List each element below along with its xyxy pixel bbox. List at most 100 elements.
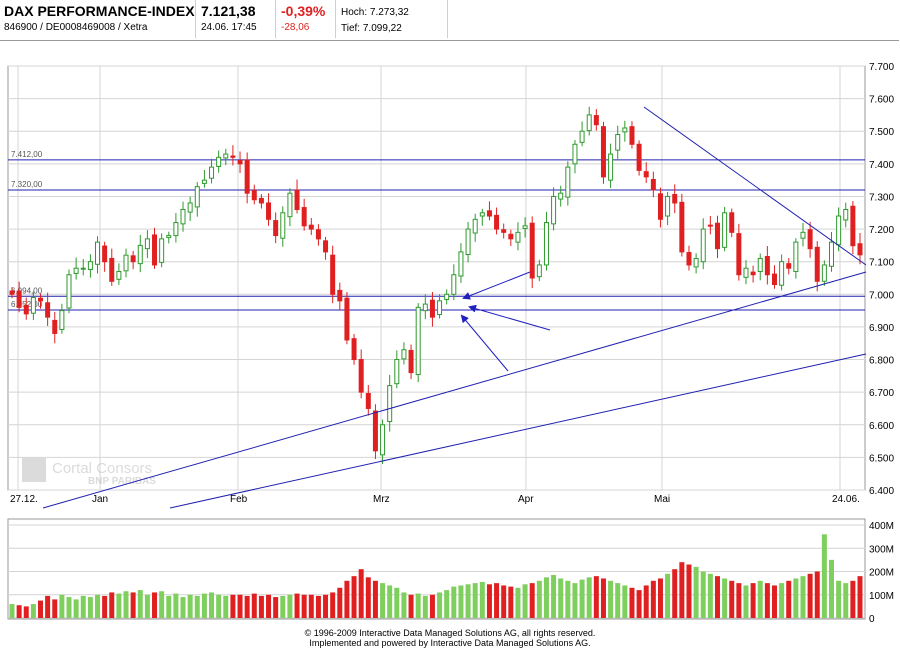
volume-bar (194, 595, 200, 618)
candle-body (707, 224, 713, 227)
candle-body (237, 160, 243, 165)
volume-bar (508, 586, 514, 618)
date-axis-labels: 27.12. Jan Feb Mrz Apr Mai 24.06. (10, 66, 860, 505)
candle-body (714, 222, 720, 250)
volume-bar (422, 595, 428, 618)
volume-bar (437, 592, 443, 618)
falling-trendline (643, 106, 867, 266)
candle-body (394, 359, 400, 385)
candle-body (130, 255, 136, 263)
volume-bar (494, 583, 500, 618)
candle-body (828, 241, 834, 267)
candle-body (415, 306, 421, 376)
candle-body (429, 299, 435, 318)
watermark-logo: Cortal Consors BNP PARIBAS (22, 458, 156, 487)
volume-bar (116, 593, 122, 618)
volume-bar (543, 577, 549, 618)
candle-body (38, 297, 44, 302)
candle-body (779, 261, 785, 286)
candle-body (73, 267, 79, 274)
candle-body (87, 261, 93, 271)
candle-body (144, 238, 150, 250)
volume-bar (45, 595, 51, 618)
volume-bar (230, 594, 236, 618)
candle-body (850, 205, 856, 247)
candle-body (80, 267, 86, 270)
candle-body (565, 166, 571, 198)
volume-bar (180, 597, 186, 618)
volume-bar (679, 562, 685, 618)
candle-body (358, 359, 364, 393)
volume-tick-label: 100M (869, 591, 894, 602)
candle-body (351, 338, 357, 361)
volume-bar (330, 592, 336, 618)
candle-body (529, 222, 535, 279)
volume-bar (800, 576, 806, 618)
quote-header: DAX PERFORMANCE-INDEX 846900 / DE0008469… (0, 0, 899, 40)
candle-body (315, 229, 321, 240)
volume-bar (344, 580, 350, 618)
candle-body (572, 143, 578, 165)
volume-bar (593, 576, 599, 618)
candle-body (636, 143, 642, 171)
lower-rising-trendline (169, 353, 867, 509)
price-panel-frame (7, 65, 866, 491)
candle-body (458, 251, 464, 277)
candle-body (657, 193, 663, 220)
volume-bar (586, 577, 592, 618)
candle-body (408, 349, 414, 374)
volume-bar (358, 569, 364, 618)
candle-body (380, 424, 386, 456)
arrow-1 (462, 271, 531, 300)
candle-body (223, 153, 229, 159)
candle-body (522, 225, 528, 229)
candle-body (123, 254, 129, 272)
candle-body (301, 207, 307, 227)
price-tick-label: 7.700 (869, 62, 894, 73)
candle-body (266, 202, 272, 220)
volume-bar (529, 583, 535, 618)
volume-bar (216, 594, 222, 618)
candle-body (244, 159, 250, 194)
volume-bar (722, 578, 728, 618)
range-cell: Hoch: 7.273,32 Tief: 7.099,22 (337, 0, 448, 38)
price-tick-label: 7.400 (869, 160, 894, 171)
candle-body (230, 155, 236, 158)
volume-bar (209, 592, 215, 618)
candle-body (665, 195, 671, 217)
volume-bar (686, 564, 692, 618)
candle-body (422, 303, 428, 312)
candlestick-series (9, 106, 863, 464)
volume-bar (764, 583, 770, 618)
candle-body (771, 273, 777, 286)
price-grid (8, 65, 865, 491)
volume-tick-label: 400M (869, 521, 894, 532)
volume-bar (565, 580, 571, 618)
volume-bar (237, 594, 243, 618)
candle-body (45, 302, 51, 318)
last-time: 24.06. 17:45 (201, 22, 257, 33)
volume-bar (408, 594, 414, 618)
volume-bar (615, 583, 621, 618)
volume-bar (465, 584, 471, 618)
volume-bar (315, 595, 321, 618)
volume-bar (750, 583, 756, 618)
change-cell: -0,39% -28,06 (277, 0, 336, 38)
volume-bar (38, 600, 44, 618)
volume-bar (273, 597, 279, 618)
price-tick-label: 7.300 (869, 192, 894, 203)
volume-bar (387, 585, 393, 618)
arrow-2 (468, 304, 551, 331)
volume-bar (337, 587, 343, 618)
candle-body (807, 229, 813, 250)
candle-body (686, 252, 692, 266)
price-tick-label: 7.100 (869, 258, 894, 269)
volume-bar (757, 580, 763, 618)
volume-bar (223, 595, 229, 618)
candle-body (757, 257, 763, 272)
candle-body (650, 179, 656, 191)
volume-bar (87, 597, 93, 618)
candle-body (201, 179, 207, 184)
candle-body (137, 244, 143, 265)
